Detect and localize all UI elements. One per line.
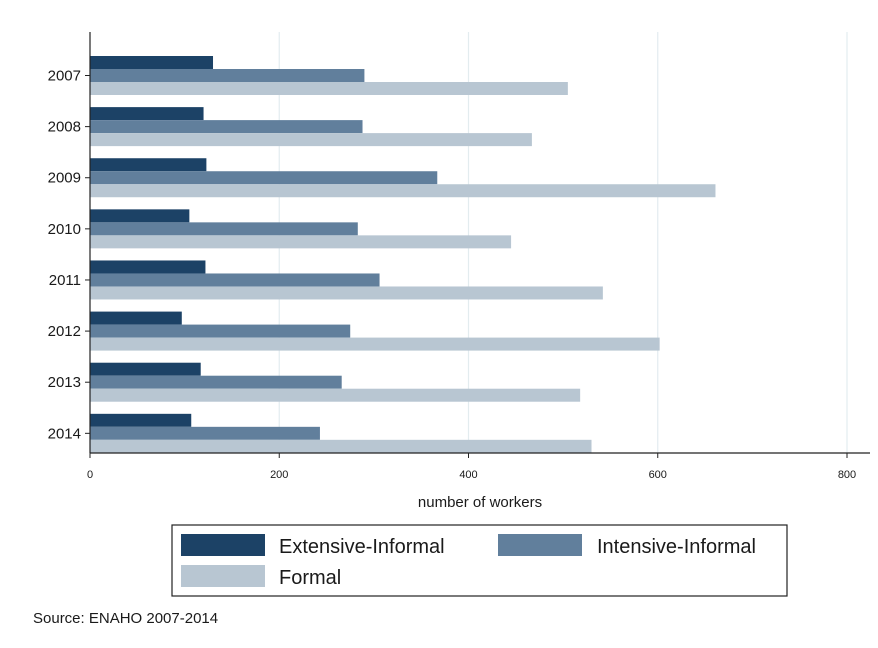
bar-formal-2013 xyxy=(90,388,581,402)
bar-extensive-informal-2013 xyxy=(90,362,201,376)
bar-formal-2009 xyxy=(90,184,716,198)
legend: Extensive-Informal Intensive-Informal Fo… xyxy=(171,524,788,597)
bar-intensive-informal-2013 xyxy=(90,375,342,389)
y-tick-label: 2009 xyxy=(48,170,81,187)
bar-intensive-informal-2008 xyxy=(90,120,363,134)
bar-formal-2008 xyxy=(90,133,532,147)
legend-label-formal: Formal xyxy=(279,567,341,589)
bar-formal-2010 xyxy=(90,235,512,249)
y-tick-label: 2012 xyxy=(48,323,81,340)
bars xyxy=(90,56,716,453)
bar-intensive-informal-2014 xyxy=(90,426,320,440)
y-tick-labels: 2007 2008 2009 2010 2011 2012 2013 2014 xyxy=(48,68,90,442)
legend-swatch-intensive-informal xyxy=(498,534,582,556)
x-axis-label: number of workers xyxy=(418,494,542,511)
legend-box xyxy=(171,524,788,597)
bar-extensive-informal-2007 xyxy=(90,56,214,69)
bar-formal-2011 xyxy=(90,286,603,300)
bar-formal-2014 xyxy=(90,439,592,453)
x-tick-label: 400 xyxy=(459,469,477,481)
bar-intensive-informal-2011 xyxy=(90,273,380,287)
bar-formal-2012 xyxy=(90,337,660,351)
bar-extensive-informal-2008 xyxy=(90,107,204,121)
y-tick-label: 2013 xyxy=(48,374,81,391)
legend-swatch-formal xyxy=(181,565,265,587)
bar-intensive-informal-2012 xyxy=(90,324,351,338)
y-tick-label: 2007 xyxy=(48,68,81,85)
bar-extensive-informal-2014 xyxy=(90,413,192,427)
bar-extensive-informal-2012 xyxy=(90,311,182,325)
source-note: Source: ENAHO 2007-2014 xyxy=(33,610,218,627)
bar-intensive-informal-2009 xyxy=(90,171,438,185)
bar-intensive-informal-2010 xyxy=(90,222,358,236)
bar-extensive-informal-2011 xyxy=(90,260,206,274)
x-tick-label: 600 xyxy=(649,469,667,481)
y-tick-label: 2014 xyxy=(48,425,81,442)
y-tick-label: 2011 xyxy=(49,272,81,289)
x-tick-label: 200 xyxy=(270,469,288,481)
legend-label-extensive-informal: Extensive-Informal xyxy=(279,536,445,558)
bar-extensive-informal-2010 xyxy=(90,209,190,223)
bar-extensive-informal-2009 xyxy=(90,158,207,172)
y-tick-label: 2008 xyxy=(48,119,81,136)
axes xyxy=(89,32,870,454)
x-tick-labels: 0 200 400 600 800 xyxy=(87,453,856,481)
bar-intensive-informal-2007 xyxy=(90,69,365,82)
x-tick-label: 0 xyxy=(87,469,93,481)
legend-swatch-extensive-informal xyxy=(181,534,265,556)
legend-label-intensive-informal: Intensive-Informal xyxy=(597,536,756,558)
y-tick-label: 2010 xyxy=(48,221,81,238)
bar-formal-2007 xyxy=(90,82,568,95)
x-tick-label: 800 xyxy=(838,469,856,481)
